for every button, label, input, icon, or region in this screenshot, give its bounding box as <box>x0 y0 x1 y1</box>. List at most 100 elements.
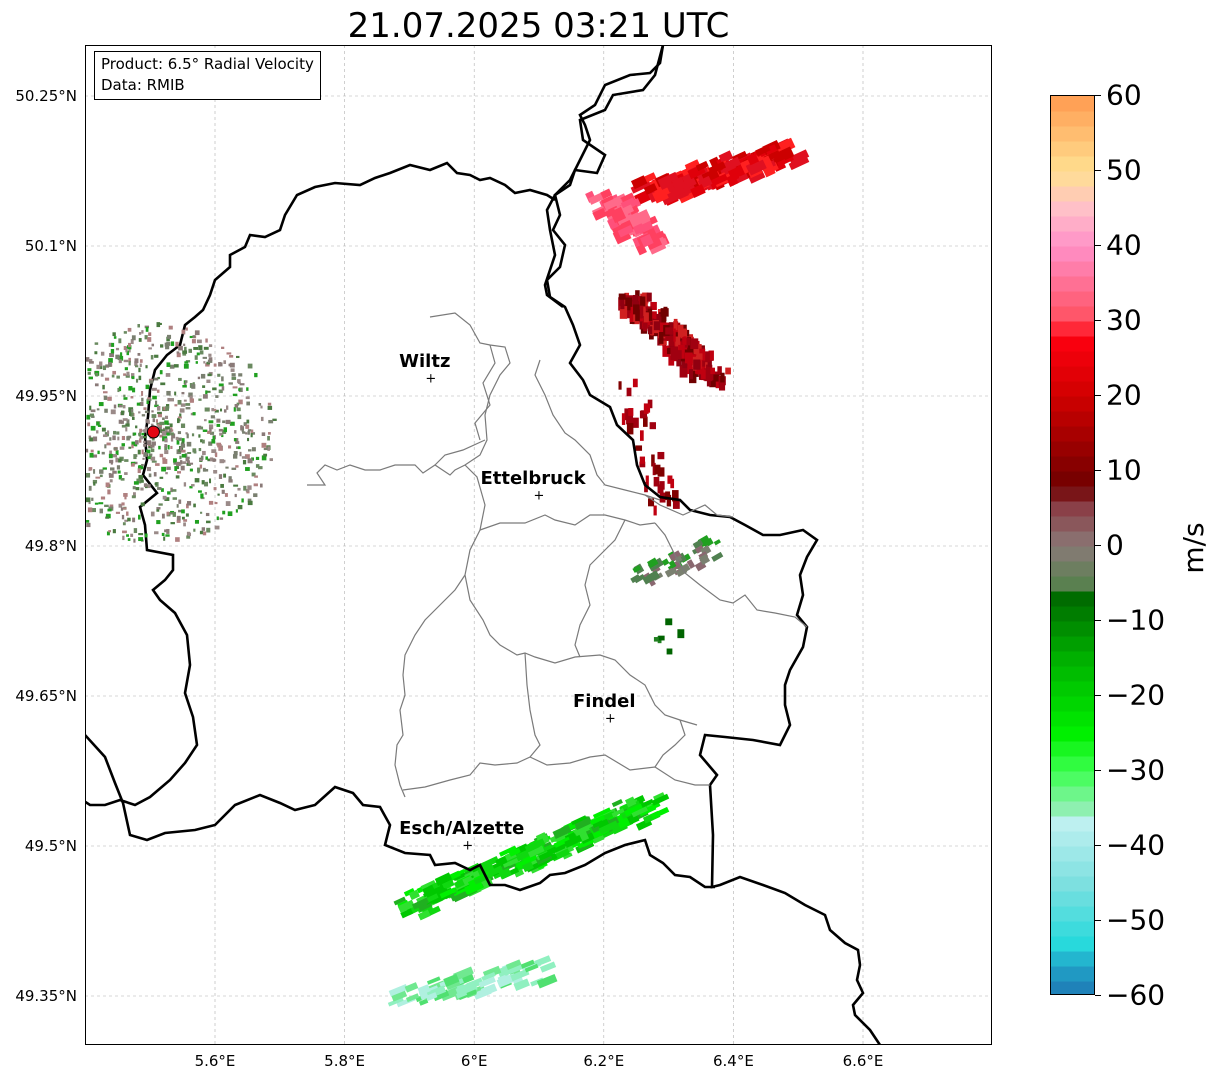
clutter-pixel <box>176 504 179 508</box>
clutter-pixel <box>205 363 210 367</box>
clutter-pixel <box>102 434 108 438</box>
clutter-pixel <box>201 439 205 444</box>
clutter-pixel <box>150 355 154 360</box>
clutter-pixel <box>219 459 225 464</box>
clutter-pixel <box>235 465 239 468</box>
clutter-pixel <box>212 387 217 391</box>
clutter-pixel <box>176 519 181 523</box>
echo-north-east-pink <box>592 207 607 221</box>
colorbar-band <box>1051 141 1094 157</box>
echo-south-green-band <box>653 792 665 801</box>
clutter-pixel <box>182 352 187 356</box>
clutter-pixel <box>144 325 150 329</box>
clutter-pixel <box>135 425 138 429</box>
radar-map[interactable] <box>85 45 992 1045</box>
clutter-pixel <box>106 531 110 536</box>
clutter-pixel <box>178 377 182 381</box>
echo-east-dark-red <box>660 308 669 317</box>
clutter-pixel <box>104 444 107 449</box>
echo-east-dark-red <box>693 359 701 370</box>
colorbar-tick-mark <box>1095 770 1101 771</box>
echo-east-dark-red <box>657 467 665 477</box>
clutter-pixel <box>118 419 122 424</box>
clutter-pixel <box>237 379 241 383</box>
clutter-pixel <box>232 454 238 459</box>
clutter-pixel <box>139 363 142 367</box>
clutter-pixel <box>169 364 175 369</box>
clutter-pixel <box>97 424 102 427</box>
clutter-pixel <box>131 462 135 467</box>
echo-east-dark-red <box>647 308 653 321</box>
clutter-pixel <box>183 482 187 487</box>
clutter-pixel <box>120 478 125 481</box>
echo-east-dark-red <box>629 313 634 322</box>
clutter-pixel <box>207 359 213 363</box>
clutter-pixel <box>118 475 122 480</box>
clutter-pixel <box>154 531 159 535</box>
colorbar-band <box>1051 831 1094 847</box>
clutter-pixel <box>169 423 173 428</box>
clutter-pixel <box>171 489 177 492</box>
echo-radar-clutter <box>686 559 696 569</box>
clutter-pixel <box>158 503 163 506</box>
clutter-pixel <box>121 435 126 441</box>
clutter-pixel <box>182 350 188 354</box>
clutter-pixel <box>92 479 98 484</box>
clutter-pixel <box>126 419 130 424</box>
echo-east-dark-red <box>649 331 654 340</box>
clutter-pixel <box>90 409 96 413</box>
echo-east-dark-red <box>693 344 702 355</box>
colorbar-unit: m/s <box>1177 522 1207 574</box>
echo-east-dark-red <box>643 416 648 427</box>
clutter-pixel <box>193 528 196 532</box>
clutter-pixel <box>111 374 115 378</box>
clutter-pixel <box>272 418 277 421</box>
echo-south-green-band <box>522 853 538 865</box>
clutter-pixel <box>247 498 252 502</box>
colorbar-band <box>1051 231 1094 247</box>
echo-east-dark-red <box>668 330 674 345</box>
clutter-pixel <box>197 376 201 380</box>
clutter-pixel <box>166 362 171 367</box>
clutter-pixel <box>97 450 100 455</box>
echo-south-green-band <box>572 823 590 837</box>
clutter-pixel <box>135 378 139 383</box>
clutter-pixel <box>134 461 138 465</box>
clutter-pixel <box>229 362 235 368</box>
clutter-pixel <box>184 382 187 387</box>
echo-east-dark-red <box>653 476 660 487</box>
clutter-pixel <box>138 367 141 373</box>
clutter-pixel <box>125 347 128 353</box>
clutter-pixel <box>152 395 157 400</box>
lat-tick-label: 49.8°N <box>24 537 77 555</box>
clutter-pixel <box>130 339 134 345</box>
echo-south-green-band <box>487 865 504 877</box>
clutter-pixel <box>166 511 170 516</box>
clutter-pixel <box>88 501 91 505</box>
echo-east-dark-red <box>643 322 648 332</box>
clutter-pixel <box>165 406 170 411</box>
clutter-pixel <box>217 444 222 448</box>
echo-south-cyan-band <box>536 974 558 989</box>
echo-north-east-inbound <box>747 159 767 176</box>
echo-east-dark-red <box>720 372 725 383</box>
clutter-pixel <box>175 537 180 542</box>
colorbar-tick-mark <box>1095 470 1101 471</box>
echo-east-dark-red <box>677 350 682 359</box>
colorbar-band <box>1051 711 1094 727</box>
colorbar-band <box>1051 666 1094 682</box>
clutter-pixel <box>128 342 131 348</box>
clutter-pixel <box>128 386 133 391</box>
clutter-pixel <box>134 365 139 368</box>
colorbar-band <box>1051 336 1094 352</box>
clutter-pixel <box>155 463 160 466</box>
clutter-pixel <box>221 434 224 438</box>
clutter-pixel <box>154 482 158 486</box>
echo-east-dark-red <box>631 299 635 308</box>
clutter-pixel <box>100 373 104 377</box>
clutter-pixel <box>104 377 110 381</box>
echo-north-east-inbound <box>643 183 658 195</box>
clutter-pixel <box>112 370 117 375</box>
clutter-pixel <box>147 456 153 460</box>
clutter-pixel <box>245 489 250 493</box>
